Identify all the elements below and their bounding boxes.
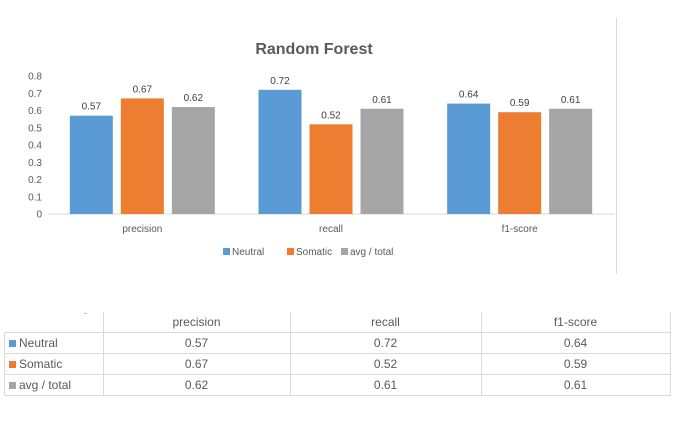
table-cell: 0.67: [102, 353, 291, 375]
legend-swatch-icon: [223, 248, 230, 255]
somatic-swatch-icon: [9, 361, 16, 369]
table-row-header: Neutral: [4, 332, 104, 354]
table-header-recall: recall: [289, 312, 482, 333]
data-table: precision recall f1-score Neutral 0.57 0…: [4, 312, 671, 396]
x-category-label: f1-score: [502, 224, 539, 235]
data-label: 0.67: [133, 84, 153, 95]
chart-title: Random Forest: [255, 41, 373, 58]
bar-chart: Random Forest 0 0.1 0.2 0.3 0.4 0.5 0.6 0.7 0.8 0.…: [28, 41, 614, 258]
neutral-swatch-icon: [9, 340, 16, 348]
x-category-label: recall: [319, 224, 343, 235]
legend-entry: Neutral: [232, 247, 264, 258]
bar-avg-total: [360, 108, 404, 214]
table-row-header: Somatic: [4, 353, 104, 375]
chart-panel: Random Forest 0 0.1 0.2 0.3 0.4 0.5 0.6 0.7 0.8 0.…: [4, 18, 617, 274]
bar-neutral: [69, 115, 113, 214]
y-tick-label: 0: [36, 210, 42, 221]
row-label: Neutral: [19, 336, 58, 350]
y-tick-label: 0.7: [28, 89, 42, 100]
y-tick-label: 0.4: [28, 141, 42, 152]
data-label: 0.59: [510, 98, 530, 109]
table-header-f1-score: f1-score: [480, 312, 671, 333]
bar-somatic: [120, 98, 164, 214]
bar-avg-total: [171, 107, 215, 214]
bar-avg-total: [549, 108, 593, 214]
data-label: 0.61: [372, 95, 392, 106]
y-tick-label: 0.2: [28, 175, 42, 186]
data-label: 0.52: [321, 110, 341, 121]
y-tick-label: 0.1: [28, 192, 42, 203]
bar-neutral: [258, 89, 302, 214]
row-label: Somatic: [19, 357, 63, 371]
legend-entry: avg / total: [350, 247, 393, 258]
table-cell: 0.62: [102, 374, 291, 396]
table-row: avg / total 0.62 0.61 0.61: [4, 374, 671, 396]
data-label: 0.57: [82, 102, 102, 113]
table-cell: 0.61: [289, 374, 482, 396]
avg-total-swatch-icon: [9, 382, 16, 390]
data-label: 0.64: [459, 90, 479, 101]
data-label: 0.62: [184, 93, 204, 104]
legend-swatch-icon: [341, 248, 348, 255]
table-row-header: avg / total: [4, 374, 104, 396]
x-category-label: precision: [122, 224, 162, 235]
table-header-row: precision recall f1-score: [4, 312, 671, 333]
y-tick-label: 0.5: [28, 123, 42, 134]
table-cell: 0.57: [102, 332, 291, 354]
bar-somatic: [498, 112, 542, 214]
data-table-wrapper: precision recall f1-score Neutral 0.57 0…: [4, 312, 671, 396]
table-row: Neutral 0.57 0.72 0.64: [4, 332, 671, 354]
table-cell: 0.61: [480, 374, 671, 396]
data-label: 0.61: [561, 95, 581, 106]
table-header-precision: precision: [102, 312, 291, 333]
table-cell: 0.59: [480, 353, 671, 375]
table-cell: 0.52: [289, 353, 482, 375]
bar-neutral: [447, 103, 491, 214]
y-tick-label: 0.3: [28, 158, 42, 169]
bar-somatic: [309, 124, 353, 214]
y-tick-label: 0.8: [28, 72, 42, 83]
legend-swatch-icon: [287, 248, 294, 255]
table-row: Somatic 0.67 0.52 0.59: [4, 353, 671, 375]
table-cell: 0.72: [289, 332, 482, 354]
legend-entry: Somatic: [296, 247, 332, 258]
table-corner-cell: [4, 312, 104, 333]
table-cell: 0.64: [480, 332, 671, 354]
row-label: avg / total: [19, 378, 72, 392]
data-label: 0.72: [270, 76, 290, 87]
y-tick-label: 0.6: [28, 106, 42, 117]
